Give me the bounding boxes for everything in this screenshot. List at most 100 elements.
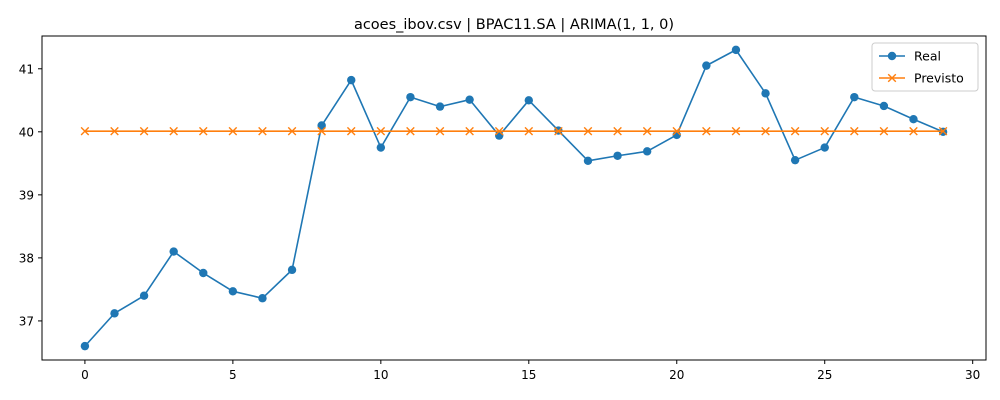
- data-point-previsto: [435, 126, 445, 136]
- data-point-previsto: [524, 126, 534, 136]
- data-point-real: [613, 151, 622, 160]
- data-point-real: [850, 92, 859, 102]
- y-tick-label: 40: [19, 125, 34, 139]
- x-stroke: [494, 126, 504, 136]
- data-point-previsto: [376, 126, 386, 136]
- x-stroke: [887, 73, 897, 83]
- data-point-previsto: [731, 126, 741, 136]
- data-point-previsto: [583, 126, 593, 136]
- x-stroke: [139, 126, 149, 136]
- data-point-real: [317, 121, 326, 130]
- x-tick-label: 0: [81, 368, 89, 382]
- plot-area: [80, 45, 948, 351]
- x-stroke: [583, 126, 593, 136]
- data-point-previsto: [790, 126, 800, 136]
- legend-box: [871, 42, 979, 92]
- legend-label: Real: [914, 49, 941, 64]
- data-point-real: [642, 147, 652, 156]
- data-point-previsto: [879, 126, 889, 136]
- x-stroke: [820, 126, 830, 136]
- data-point-real: [790, 155, 800, 165]
- data-point-previsto: [287, 126, 297, 136]
- data-point-previsto: [139, 126, 149, 136]
- data-point-real: [347, 75, 356, 85]
- x-stroke: [938, 126, 948, 136]
- x-stroke: [554, 126, 563, 136]
- data-point-real: [169, 247, 178, 256]
- legend: Real Previsto: [871, 42, 979, 92]
- data-point-real: [879, 101, 889, 111]
- data-point-previsto: [761, 126, 770, 136]
- x-tick-label: 15: [521, 368, 536, 382]
- x-stroke: [198, 126, 208, 136]
- data-point-real: [820, 143, 829, 152]
- data-point-real: [139, 291, 149, 300]
- data-point-previsto: [820, 126, 830, 136]
- legend-marker: [887, 73, 897, 83]
- x-stroke: [169, 126, 178, 136]
- data-point-previsto: [110, 126, 119, 136]
- data-point-real: [909, 115, 918, 124]
- x-tick-label: 25: [817, 368, 832, 382]
- data-point-real: [761, 89, 770, 98]
- data-point-previsto: [228, 126, 238, 136]
- legend-label: Previsto: [914, 71, 964, 86]
- x-stroke: [80, 126, 90, 136]
- y-tick-label: 39: [19, 188, 34, 202]
- data-point-previsto: [494, 126, 504, 136]
- axes: 0 5 10 15 20 25 30 37 38 39 40 41: [19, 62, 981, 382]
- data-point-real: [110, 309, 119, 318]
- data-point-previsto: [672, 126, 682, 136]
- x-stroke: [790, 126, 800, 136]
- data-point-previsto: [258, 126, 267, 136]
- data-point-real: [80, 341, 90, 351]
- x-stroke: [909, 126, 918, 136]
- data-point-previsto: [406, 126, 415, 136]
- data-point-real: [406, 92, 415, 102]
- data-point-real: [435, 102, 445, 111]
- data-point-real: [199, 268, 208, 278]
- x-stroke: [850, 126, 859, 136]
- legend-entry-previsto: Previsto: [879, 71, 964, 86]
- x-tick-label: 20: [669, 368, 684, 382]
- data-point-previsto: [702, 126, 711, 136]
- x-stroke: [317, 126, 326, 136]
- data-point-previsto: [169, 126, 178, 136]
- x-stroke: [702, 126, 711, 136]
- x-stroke: [110, 126, 119, 136]
- data-point-real: [228, 287, 238, 296]
- x-stroke: [228, 126, 238, 136]
- x-stroke: [287, 126, 297, 136]
- y-tick-label: 37: [19, 314, 34, 328]
- legend-entry-real: Real: [879, 49, 941, 64]
- x-tick-label: 30: [965, 368, 980, 382]
- data-point-real: [376, 143, 386, 152]
- x-stroke: [613, 126, 622, 136]
- x-tick-label: 5: [229, 368, 237, 382]
- x-stroke: [879, 126, 889, 136]
- data-point-previsto: [317, 126, 326, 136]
- x-stroke: [731, 126, 741, 136]
- legend-marker: [887, 51, 897, 61]
- x-stroke: [406, 126, 415, 136]
- data-point-real: [287, 265, 297, 275]
- x-stroke: [346, 126, 356, 136]
- data-point-previsto: [80, 126, 90, 136]
- y-tick-label: 38: [19, 251, 34, 265]
- data-point-previsto: [465, 126, 474, 136]
- x-tick-label: 10: [373, 368, 388, 382]
- data-point-real: [495, 131, 504, 140]
- x-stroke: [376, 126, 386, 136]
- x-stroke: [761, 126, 770, 136]
- series-line-real: [84, 49, 944, 347]
- x-stroke: [672, 126, 682, 136]
- data-point-previsto: [938, 126, 948, 136]
- data-point-real: [258, 294, 267, 303]
- x-stroke: [465, 126, 474, 136]
- data-point-previsto: [198, 126, 208, 136]
- data-point-real: [465, 95, 474, 104]
- x-stroke: [524, 126, 534, 136]
- data-point-real: [583, 156, 593, 166]
- x-stroke: [642, 126, 652, 136]
